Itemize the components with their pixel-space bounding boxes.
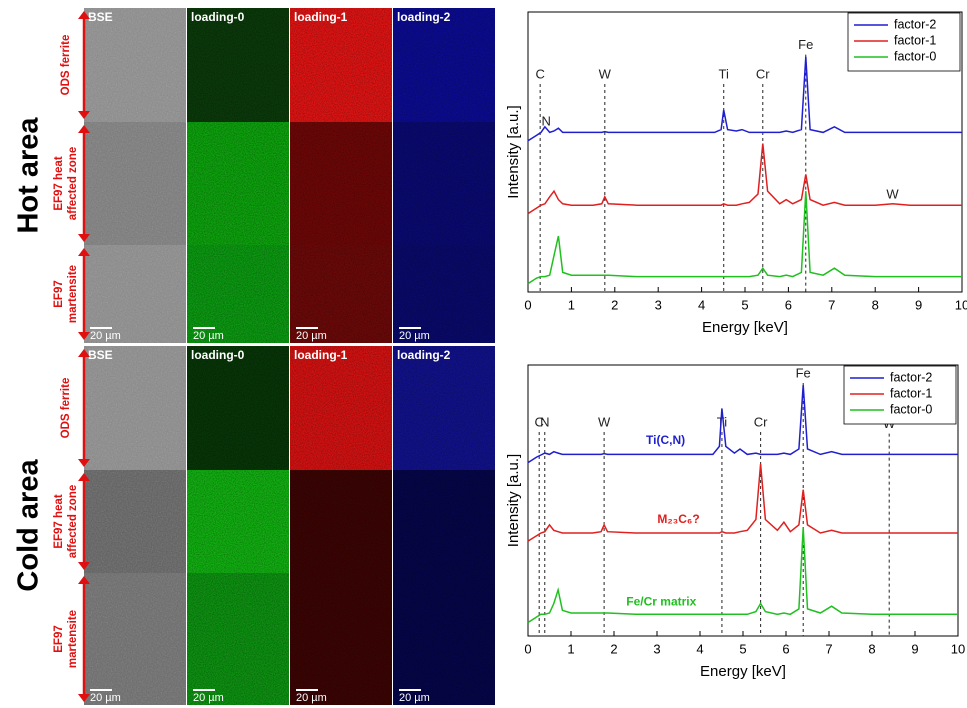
element-label: Ti(C,N) <box>646 433 685 447</box>
column-title: loading-1 <box>294 348 348 362</box>
legend-label: factor-0 <box>894 49 936 63</box>
column-title: loading-2 <box>397 10 451 24</box>
row-label: EF97 heat <box>53 156 65 210</box>
map-texture <box>187 8 289 343</box>
scale-bar-label: 20 µm <box>90 330 121 342</box>
row-label: affected zone <box>67 147 79 221</box>
map-texture <box>393 8 495 343</box>
spectrum-line <box>527 463 958 542</box>
element-label: C <box>535 66 544 81</box>
y-axis-label: Intensity [a.u.] <box>505 454 522 547</box>
legend-label: factor-2 <box>894 17 936 31</box>
legend-label: factor-0 <box>890 402 932 416</box>
element-label: W <box>598 414 611 429</box>
row-label: EF97 <box>53 625 65 653</box>
legend-box <box>843 365 957 425</box>
x-tick-label: 4 <box>698 297 705 312</box>
legend-box <box>847 12 961 72</box>
element-label: Cr <box>754 414 768 429</box>
scale-bar-label: 20 µm <box>193 330 224 342</box>
map-texture <box>393 346 495 705</box>
x-tick-label: 7 <box>825 641 832 656</box>
legend-label: factor-1 <box>894 33 936 47</box>
x-tick-label: 2 <box>611 297 618 312</box>
row-label: EF97 <box>53 280 65 308</box>
x-tick-label: 9 <box>911 641 918 656</box>
scale-bar-label: 20 µm <box>193 692 224 704</box>
legend-label: factor-1 <box>890 386 932 400</box>
x-tick-label: 3 <box>653 641 660 656</box>
spectrum-line <box>527 143 962 215</box>
element-label: Fe/Cr matrix <box>626 594 696 608</box>
column-title: loading-2 <box>397 348 451 362</box>
spectrum-line <box>527 527 958 624</box>
element-label: Ti <box>719 66 729 81</box>
panel-title: Cold area <box>13 459 45 592</box>
column-title: loading-0 <box>191 10 245 24</box>
row-label: affected zone <box>67 485 79 559</box>
element-label: C <box>534 414 543 429</box>
x-tick-label: 6 <box>782 641 789 656</box>
column-title: BSE <box>88 348 113 362</box>
scale-bar-label: 20 µm <box>399 692 430 704</box>
row-label: ODS ferrite <box>60 35 72 96</box>
x-tick-label: 5 <box>739 641 746 656</box>
map-texture <box>290 346 392 705</box>
map-texture <box>187 346 289 705</box>
column-title: BSE <box>88 10 113 24</box>
element-label: Fe <box>798 37 813 52</box>
x-tick-label: 9 <box>915 297 922 312</box>
x-tick-label: 5 <box>741 297 748 312</box>
x-tick-label: 10 <box>951 641 965 656</box>
element-label: W <box>599 66 612 81</box>
map-texture <box>84 8 186 343</box>
row-label: martensite <box>67 610 79 668</box>
element-label: N <box>540 414 549 429</box>
column-title: loading-0 <box>191 348 245 362</box>
column-title: loading-1 <box>294 10 348 24</box>
spectrum-line <box>527 56 962 142</box>
spectrum-line <box>527 191 962 285</box>
x-tick-label: 1 <box>567 641 574 656</box>
y-axis-label: Intensity [a.u.] <box>505 105 522 198</box>
x-tick-label: 4 <box>696 641 703 656</box>
element-label: Ti <box>717 414 727 429</box>
x-tick-label: 6 <box>785 297 792 312</box>
element-label: Cr <box>756 66 770 81</box>
x-tick-label: 1 <box>568 297 575 312</box>
row-label: martensite <box>67 265 79 323</box>
spectrum-line <box>527 385 958 464</box>
x-axis-label: Energy [keV] <box>702 319 788 336</box>
x-tick-label: 7 <box>828 297 835 312</box>
element-label: W <box>886 187 899 202</box>
scale-bar-label: 20 µm <box>399 330 430 342</box>
element-label: N <box>542 113 551 128</box>
x-tick-label: 8 <box>872 297 879 312</box>
map-texture <box>84 346 186 705</box>
x-tick-label: 0 <box>524 297 531 312</box>
x-axis-label: Energy [keV] <box>700 663 786 680</box>
legend-label: factor-2 <box>890 370 932 384</box>
x-tick-label: 10 <box>955 297 967 312</box>
scale-bar-label: 20 µm <box>296 692 327 704</box>
x-tick-label: 2 <box>610 641 617 656</box>
element-label: M₂₃C₆? <box>657 512 699 526</box>
scale-bar-label: 20 µm <box>90 692 121 704</box>
element-label: Fe <box>796 365 811 380</box>
row-label: ODS ferrite <box>60 378 72 439</box>
row-label: EF97 heat <box>53 494 65 548</box>
x-tick-label: 0 <box>524 641 531 656</box>
x-tick-label: 3 <box>655 297 662 312</box>
x-tick-label: 8 <box>868 641 875 656</box>
map-texture <box>290 8 392 343</box>
scale-bar-label: 20 µm <box>296 330 327 342</box>
panel-title: Hot area <box>13 117 45 234</box>
